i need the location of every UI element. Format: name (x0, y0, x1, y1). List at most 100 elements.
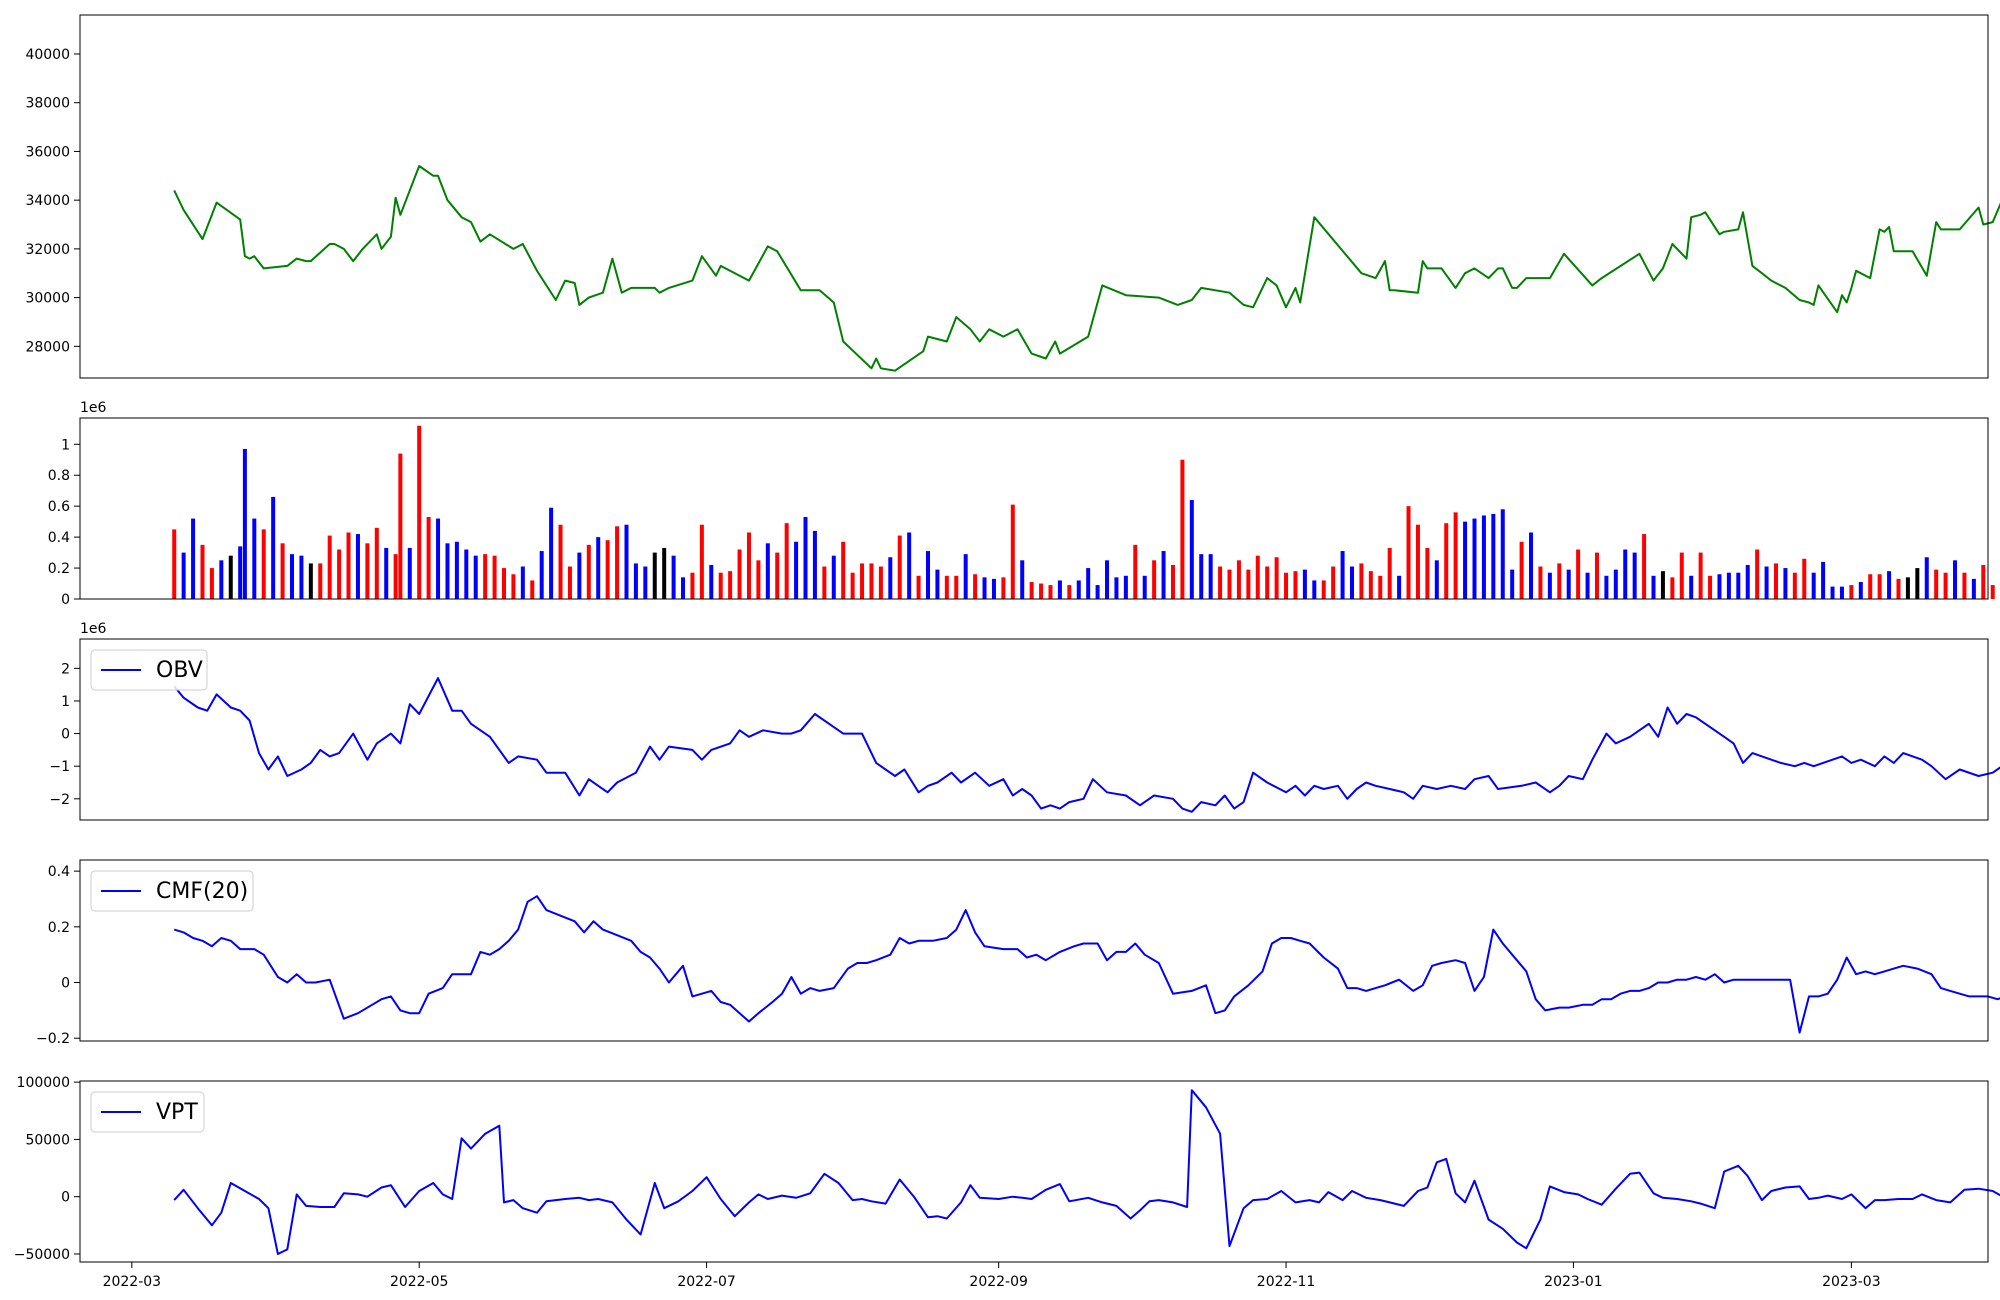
y-tick-label: 0.4 (48, 530, 70, 546)
y-tick-label: 100000 (17, 1075, 70, 1091)
volume-bar (1934, 569, 1939, 599)
volume-bar (502, 568, 506, 599)
volume-bar (327, 535, 332, 599)
x-tick-label: 2023-03 (1822, 1274, 1881, 1290)
volume-bar (1830, 586, 1835, 599)
volume-bar (1924, 557, 1929, 599)
volume-bar (812, 530, 817, 599)
volume-bar (1095, 585, 1100, 599)
volume-bar (407, 547, 412, 599)
volume-bar (794, 541, 799, 599)
volume-bar (1839, 586, 1844, 599)
volume-bar (577, 552, 582, 599)
volume-bar (1632, 552, 1637, 599)
volume-bar (1915, 568, 1920, 599)
volume-bar (398, 453, 403, 599)
volume-bar (1048, 585, 1053, 599)
volume-bar (1350, 566, 1354, 599)
volume-bar (1076, 580, 1081, 599)
volume-bar (615, 526, 620, 599)
volume-bar (1463, 521, 1468, 599)
volume-bar (737, 549, 742, 599)
volume-bar (308, 563, 313, 599)
volume-bar (756, 560, 761, 599)
volume-bar (290, 554, 294, 599)
legend-box (90, 870, 254, 912)
volume-bar (1660, 571, 1665, 599)
volume-bar (1199, 554, 1204, 599)
volume-bar (1981, 564, 1986, 599)
volume-bar (1519, 541, 1524, 599)
y-tick-label: 28000 (25, 339, 70, 355)
volume-bar (1679, 552, 1684, 599)
volume-bar (1726, 572, 1731, 599)
y-tick-label: 0 (61, 727, 70, 743)
volume-bar (1387, 547, 1392, 599)
volume-bar (897, 535, 902, 599)
x-tick-label: 2023-01 (1544, 1274, 1603, 1290)
volume-bar (365, 543, 370, 599)
volume-bar (549, 507, 554, 599)
volume-bar (1858, 581, 1863, 599)
volume-bar (1359, 563, 1364, 599)
legend-box (90, 1091, 205, 1133)
volume-bar (643, 566, 648, 599)
volume-bar (1425, 547, 1430, 599)
panel-3: −2 −1 0 1 2 1e6 OBV (49, 621, 2000, 821)
volume-bar (944, 575, 949, 599)
volume-bar (271, 496, 276, 599)
volume-bar (1491, 513, 1496, 599)
volume-bar (417, 425, 422, 599)
volume-bar (652, 552, 657, 599)
volume-bar (261, 529, 266, 599)
volume-bar (1133, 544, 1138, 599)
volume-bar (1246, 569, 1251, 599)
volume-bar (558, 524, 563, 599)
volume-bar (1868, 574, 1873, 599)
y-tick-label: 0.6 (48, 499, 70, 515)
volume-bar (1284, 572, 1289, 599)
y-tick-label: 0 (61, 1190, 70, 1206)
volume-bar (690, 572, 695, 599)
volume-bar (1152, 560, 1157, 599)
volume-bar (831, 555, 836, 599)
panel-1: 28000 30000 32000 34000 36000 38000 40000 (25, 14, 2000, 379)
y-tick-label: 34000 (25, 193, 70, 209)
plot-frame (79, 14, 1989, 379)
volume-bar (1971, 578, 1976, 599)
volume-bar (1481, 515, 1486, 599)
volume-bar (926, 551, 930, 599)
volume-bar (1321, 580, 1326, 599)
volume-bar (860, 563, 865, 599)
volume-bar (1642, 534, 1647, 599)
volume-bar (1623, 549, 1628, 599)
volume-bar (718, 572, 723, 599)
volume-bar (1067, 585, 1072, 599)
volume-bar (1689, 575, 1694, 599)
volume-bar (1397, 575, 1402, 599)
volume-bar (393, 554, 398, 599)
legend-label: VPT (156, 1100, 198, 1125)
volume-bar (1792, 572, 1797, 599)
y-tick-label: 0 (61, 976, 70, 992)
x-tick-label: 2022-11 (1257, 1274, 1316, 1290)
volume-bar (200, 544, 205, 599)
y-tick-label: 0.2 (48, 561, 70, 577)
volume-bar (1472, 518, 1477, 599)
volume-bar (1755, 549, 1760, 599)
cmf-20--line (173, 895, 2000, 1034)
x-tick-label: 2022-05 (390, 1274, 449, 1290)
volume-bar (374, 527, 379, 599)
volume-bar (1218, 566, 1223, 599)
volume-bar (1670, 577, 1675, 599)
volume-bar (318, 563, 323, 599)
volume-bar (1529, 532, 1534, 599)
volume-bar (1651, 575, 1656, 599)
volume-bar (1274, 557, 1279, 599)
volume-bar (1783, 568, 1788, 599)
volume-bar (765, 543, 770, 599)
volume-bar (1943, 572, 1948, 599)
volume-bar (219, 560, 224, 599)
volume-bar (878, 566, 883, 599)
